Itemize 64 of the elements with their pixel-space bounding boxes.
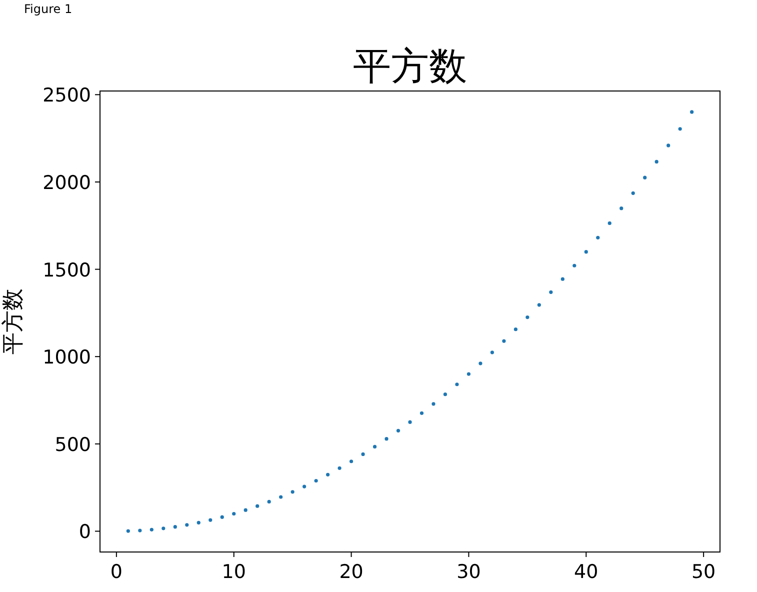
point	[185, 523, 189, 527]
point	[256, 504, 260, 508]
point	[690, 110, 694, 114]
point	[279, 495, 283, 499]
point	[526, 316, 530, 320]
x-tick-label: 0	[110, 561, 122, 583]
point	[666, 144, 670, 148]
point	[478, 362, 482, 366]
point	[537, 303, 541, 307]
point	[408, 420, 412, 424]
x-tick-label: 50	[691, 561, 716, 583]
x-tick-label: 40	[574, 561, 598, 583]
point	[349, 460, 354, 464]
point	[643, 176, 647, 180]
point	[290, 490, 294, 494]
point	[150, 528, 154, 532]
point	[196, 520, 200, 524]
point	[466, 372, 471, 376]
point	[267, 500, 271, 504]
point	[560, 277, 564, 281]
caption: Figure 1	[24, 2, 72, 16]
point	[361, 452, 365, 456]
y-tick-label: 1500	[42, 259, 91, 282]
point	[678, 127, 682, 131]
x-tick-label: 10	[222, 561, 246, 583]
point	[420, 411, 424, 415]
point	[596, 236, 600, 240]
point	[138, 528, 142, 532]
point	[608, 221, 612, 225]
x-tick-label: 30	[456, 561, 481, 583]
point	[584, 250, 588, 254]
point	[572, 264, 576, 268]
chart-title: 平方数	[353, 44, 467, 88]
y-tick-label: 0	[78, 521, 91, 544]
y-tick-label: 1000	[42, 346, 91, 369]
point	[162, 526, 166, 530]
point	[338, 466, 342, 470]
point	[455, 382, 459, 386]
point	[620, 206, 624, 210]
point	[396, 428, 400, 432]
point	[432, 402, 436, 406]
point	[502, 339, 506, 343]
point	[244, 508, 248, 512]
point	[384, 437, 388, 441]
point	[443, 392, 448, 396]
point	[372, 444, 377, 449]
point	[654, 160, 658, 164]
point	[208, 518, 212, 522]
point	[173, 525, 177, 529]
y-tick-label: 500	[54, 434, 91, 456]
point	[490, 350, 494, 354]
x-tick-label: 20	[339, 561, 364, 583]
point	[126, 529, 130, 533]
point	[302, 484, 306, 488]
point	[549, 290, 553, 294]
y-tick-label: 2000	[42, 172, 91, 194]
point	[514, 328, 518, 332]
point	[326, 472, 330, 476]
point	[314, 478, 318, 483]
point	[631, 191, 635, 195]
y-axis-title: 平方数	[1, 288, 26, 354]
point	[232, 512, 236, 516]
y-tick-label: 2500	[42, 84, 91, 107]
point	[220, 515, 224, 519]
